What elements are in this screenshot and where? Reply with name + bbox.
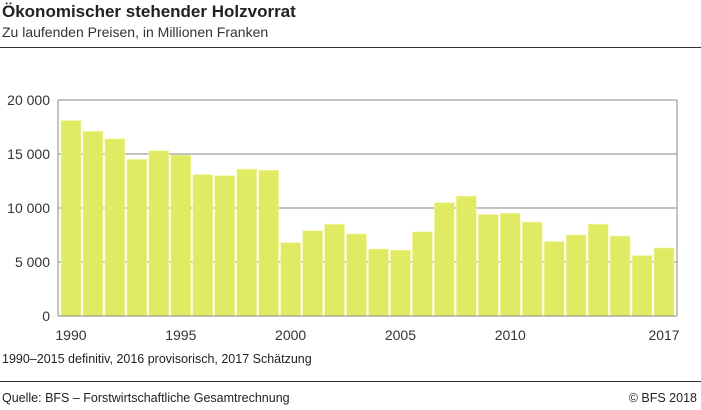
bar-chart: 0 5 000 10 000 15 000 20 000 1990 1995 2000 2005… <box>7 92 680 343</box>
bar-1999 <box>258 169 279 317</box>
x-tick-label: 2010 <box>495 327 526 343</box>
bar-2005 <box>390 249 411 317</box>
bar-2000 <box>280 242 301 317</box>
bar-1995 <box>170 154 192 317</box>
bar-2004 <box>368 248 389 317</box>
bar-2017 <box>653 247 675 317</box>
y-tick-label: 15 000 <box>7 146 50 162</box>
x-tick-label: 2000 <box>275 327 306 343</box>
bar-1991 <box>82 131 104 317</box>
bar-2006 <box>412 231 433 317</box>
y-tick-label: 5 000 <box>15 254 50 270</box>
bar-1990 <box>60 120 82 317</box>
y-tick-label: 20 000 <box>7 92 50 108</box>
bar-2001 <box>302 230 323 317</box>
bar-2003 <box>346 233 367 317</box>
bar-2012 <box>543 241 565 317</box>
x-tick-label: 1990 <box>55 327 86 343</box>
bar-1998 <box>236 168 257 317</box>
x-tick-label: 2017 <box>648 327 679 343</box>
bar-1992 <box>104 138 126 317</box>
top-divider <box>0 47 701 48</box>
x-tick-label: 1995 <box>165 327 196 343</box>
bottom-divider <box>0 381 701 382</box>
bar-2011 <box>521 221 543 317</box>
source-text: Quelle: BFS – Forstwirtschaftliche Gesam… <box>2 391 290 405</box>
bar-1997 <box>214 175 236 317</box>
chart-note: 1990–2015 definitiv, 2016 provisorisch, … <box>2 352 312 366</box>
x-tick-label: 2005 <box>385 327 416 343</box>
bar-2009 <box>478 214 499 317</box>
bar-2015 <box>609 235 631 317</box>
copyright-text: © BFS 2018 <box>628 391 697 405</box>
bar-2008 <box>456 195 477 317</box>
bar-2016 <box>631 255 653 317</box>
bar-2010 <box>499 213 521 317</box>
y-tick-label: 0 <box>42 308 50 324</box>
bar-1994 <box>148 150 170 317</box>
bar-2002 <box>324 223 345 317</box>
bar-2007 <box>434 202 455 317</box>
y-tick-label: 10 000 <box>7 200 50 216</box>
bar-2014 <box>587 223 609 317</box>
chart-title: Ökonomischer stehender Holzvorrat <box>2 2 296 21</box>
bar-1996 <box>192 174 214 317</box>
chart-subtitle: Zu laufenden Preisen, in Millionen Frank… <box>2 24 269 40</box>
bar-1993 <box>126 159 148 317</box>
bar-2013 <box>565 234 587 317</box>
